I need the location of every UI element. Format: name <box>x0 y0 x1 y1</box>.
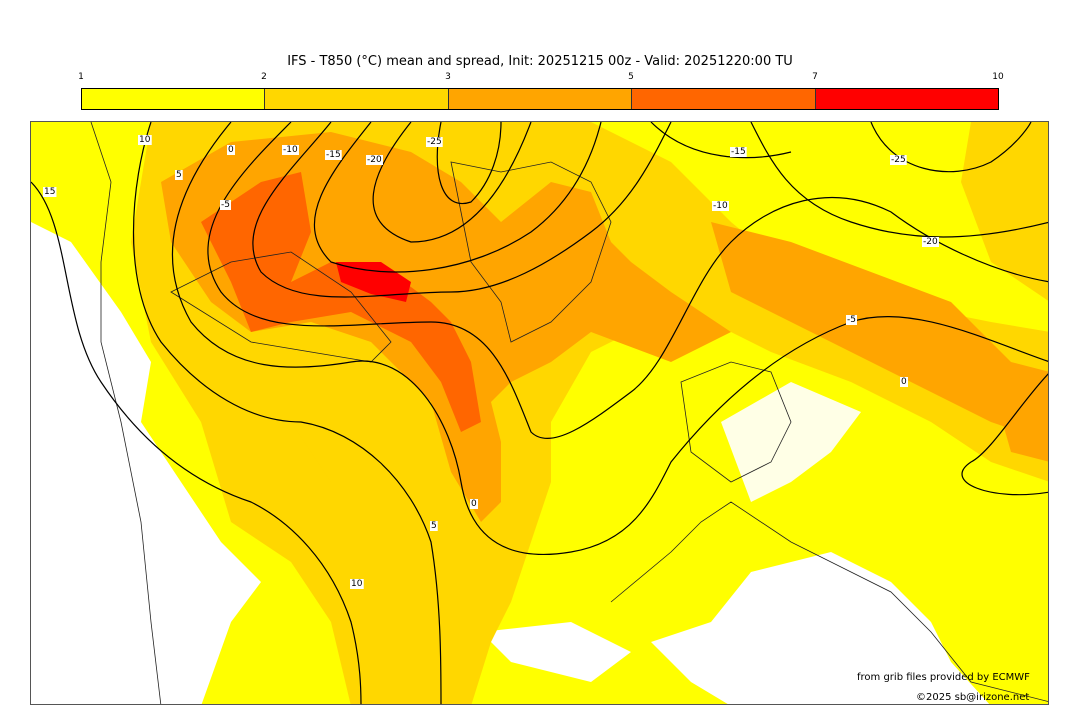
temperature-contours <box>31 122 1048 704</box>
copyright-credit: ©2025 sb@irizone.net <box>916 692 1030 703</box>
colorbar-tick: 1 <box>78 72 84 82</box>
contour-label: -5 <box>847 315 856 325</box>
contour-label: 0 <box>901 377 907 387</box>
contour-label-bg <box>730 147 747 157</box>
contour-label-bg <box>426 137 443 147</box>
contour-label-bg <box>712 201 729 211</box>
contour-label: -25 <box>891 155 906 165</box>
contour-label: -10 <box>713 201 728 211</box>
contour-label-bg <box>227 145 235 155</box>
contour-label: 10 <box>139 135 151 145</box>
contour-labels: 10 5 0 -5 -10 -15 -20 -25 15 -15 -10 -20… <box>43 135 939 589</box>
contour-label-bg <box>470 499 478 509</box>
contour-label: -20 <box>923 237 938 247</box>
chart-title: IFS - T850 (°C) mean and spread, Init: 2… <box>287 54 793 69</box>
weather-map: 10 5 0 -5 -10 -15 -20 -25 15 -15 -10 -20… <box>30 121 1049 705</box>
contour-label: -25 <box>427 137 442 147</box>
colorbar-tick: 7 <box>812 72 818 82</box>
colorbar-tick: 10 <box>992 72 1004 82</box>
contour-label: -10 <box>283 145 298 155</box>
contour-label-bg <box>430 521 438 531</box>
contour-label-bg <box>350 579 364 589</box>
colorbar <box>81 88 999 110</box>
contour-label-bg <box>43 187 57 197</box>
contour-label: 0 <box>228 145 234 155</box>
contour-label: 5 <box>176 170 182 180</box>
contour-label-bg <box>325 150 342 160</box>
colorbar-segment <box>82 89 266 109</box>
colorbar-segment <box>632 89 816 109</box>
contour-label: 5 <box>431 521 437 531</box>
coastlines <box>90 122 1048 704</box>
data-source-credit: from grib files provided by ECMWF <box>857 672 1030 683</box>
colorbar-tick: 3 <box>445 72 451 82</box>
contour-label: 15 <box>44 187 55 197</box>
spread-fill <box>31 122 1048 704</box>
contour-label-bg <box>890 155 907 165</box>
contour-label: -15 <box>326 150 341 160</box>
contour-label-bg <box>138 135 152 145</box>
colorbar-tick: 2 <box>261 72 267 82</box>
colorbar-segment <box>265 89 449 109</box>
contour-label-bg <box>846 315 857 325</box>
colorbar-segment <box>815 89 999 109</box>
contour-label-bg <box>220 200 231 210</box>
map-svg: 10 5 0 -5 -10 -15 -20 -25 15 -15 -10 -20… <box>31 122 1048 704</box>
contour-label: -5 <box>221 200 230 210</box>
colorbar-segment <box>448 89 633 109</box>
contour-label-bg <box>900 377 908 387</box>
contour-label: 10 <box>351 579 363 589</box>
contour-label: 0 <box>471 499 477 509</box>
contour-label-bg <box>922 237 939 247</box>
contour-label: -20 <box>367 155 382 165</box>
colorbar-tick: 5 <box>628 72 634 82</box>
contour-label: -15 <box>731 147 746 157</box>
contour-label-bg <box>175 170 183 180</box>
contour-label-bg <box>366 155 383 165</box>
contour-label-bg <box>282 145 299 155</box>
